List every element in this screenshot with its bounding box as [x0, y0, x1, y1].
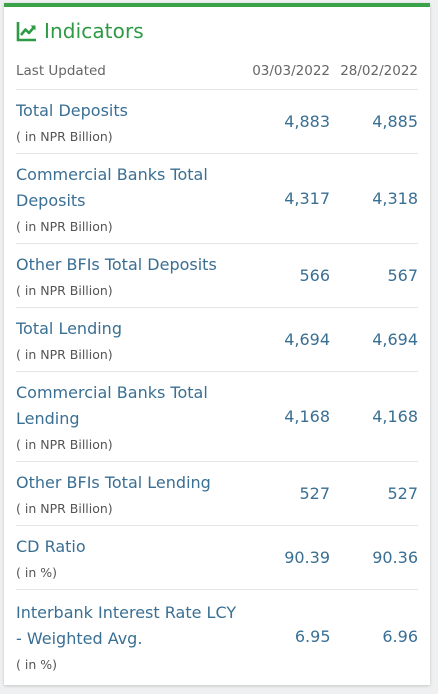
indicator-value-2: 4,885 [372, 112, 418, 131]
indicator-row: Other BFIs Total Lending ( in NPR Billio… [16, 462, 418, 526]
indicator-row: Commercial Banks Total Deposits ( in NPR… [16, 154, 418, 244]
indicator-row: Total Deposits ( in NPR Billion) 4,883 4… [16, 90, 418, 154]
indicator-name[interactable]: Commercial Banks Total Deposits [16, 165, 208, 210]
indicator-unit: ( in %) [16, 565, 57, 580]
indicator-name[interactable]: Interbank Interest Rate LCY - Weighted A… [16, 602, 237, 648]
indicator-value-2: 4,318 [372, 189, 418, 208]
indicator-value-1: 566 [299, 266, 330, 285]
indicator-unit: ( in NPR Billion) [16, 129, 113, 144]
indicator-name[interactable]: CD Ratio [16, 537, 86, 556]
indicator-value-1: 6.95 [294, 626, 331, 646]
indicator-value-1: 4,883 [284, 112, 330, 131]
indicator-name[interactable]: Other BFIs Total Deposits [16, 255, 217, 274]
indicator-value-1: 4,694 [284, 330, 330, 349]
indicator-value-2: 4,694 [372, 330, 418, 349]
indicator-value-2: 90.36 [372, 548, 418, 567]
indicator-name[interactable]: Other BFIs Total Lending [16, 473, 211, 492]
last-updated-label: Last Updated [16, 63, 106, 79]
indicator-unit: ( in NPR Billion) [16, 283, 113, 298]
indicator-value-2: 527 [387, 484, 418, 503]
indicators-card: Indicators Last Updated 03/03/2022 28/02… [4, 3, 430, 685]
indicator-row: Interbank Interest Rate LCY - Weighted A… [16, 590, 418, 682]
indicator-value-1: 4,317 [284, 189, 330, 208]
indicator-name[interactable]: Total Deposits [16, 101, 128, 120]
column-header: Last Updated 03/03/2022 28/02/2022 [16, 53, 418, 90]
indicator-name[interactable]: Commercial Banks Total Lending [16, 383, 208, 428]
date-column-1: 03/03/2022 [252, 63, 330, 79]
indicator-row: Commercial Banks Total Lending ( in NPR … [16, 372, 418, 462]
indicator-value-1: 527 [299, 484, 330, 503]
indicator-row: Total Lending ( in NPR Billion) 4,694 4,… [16, 308, 418, 372]
indicator-unit: ( in NPR Billion) [16, 347, 113, 362]
indicator-unit: ( in %) [16, 656, 57, 672]
indicator-name[interactable]: Total Lending [16, 319, 122, 338]
indicator-value-2: 6.96 [382, 626, 418, 646]
indicator-unit: ( in NPR Billion) [16, 501, 113, 516]
indicator-value-2: 567 [387, 266, 418, 285]
indicator-row: CD Ratio ( in %) 90.39 90.36 [16, 526, 418, 590]
page-title: Indicators [44, 19, 144, 43]
indicator-row: Other BFIs Total Deposits ( in NPR Billi… [16, 244, 418, 308]
indicator-unit: ( in NPR Billion) [16, 437, 113, 452]
card-header: Indicators [16, 7, 418, 53]
line-chart-icon [16, 20, 38, 42]
indicator-value-1: 90.39 [284, 548, 330, 567]
indicator-value-1: 4,168 [284, 407, 330, 426]
indicator-unit: ( in NPR Billion) [16, 219, 113, 234]
indicator-value-2: 4,168 [372, 407, 418, 426]
date-column-2: 28/02/2022 [340, 63, 418, 79]
